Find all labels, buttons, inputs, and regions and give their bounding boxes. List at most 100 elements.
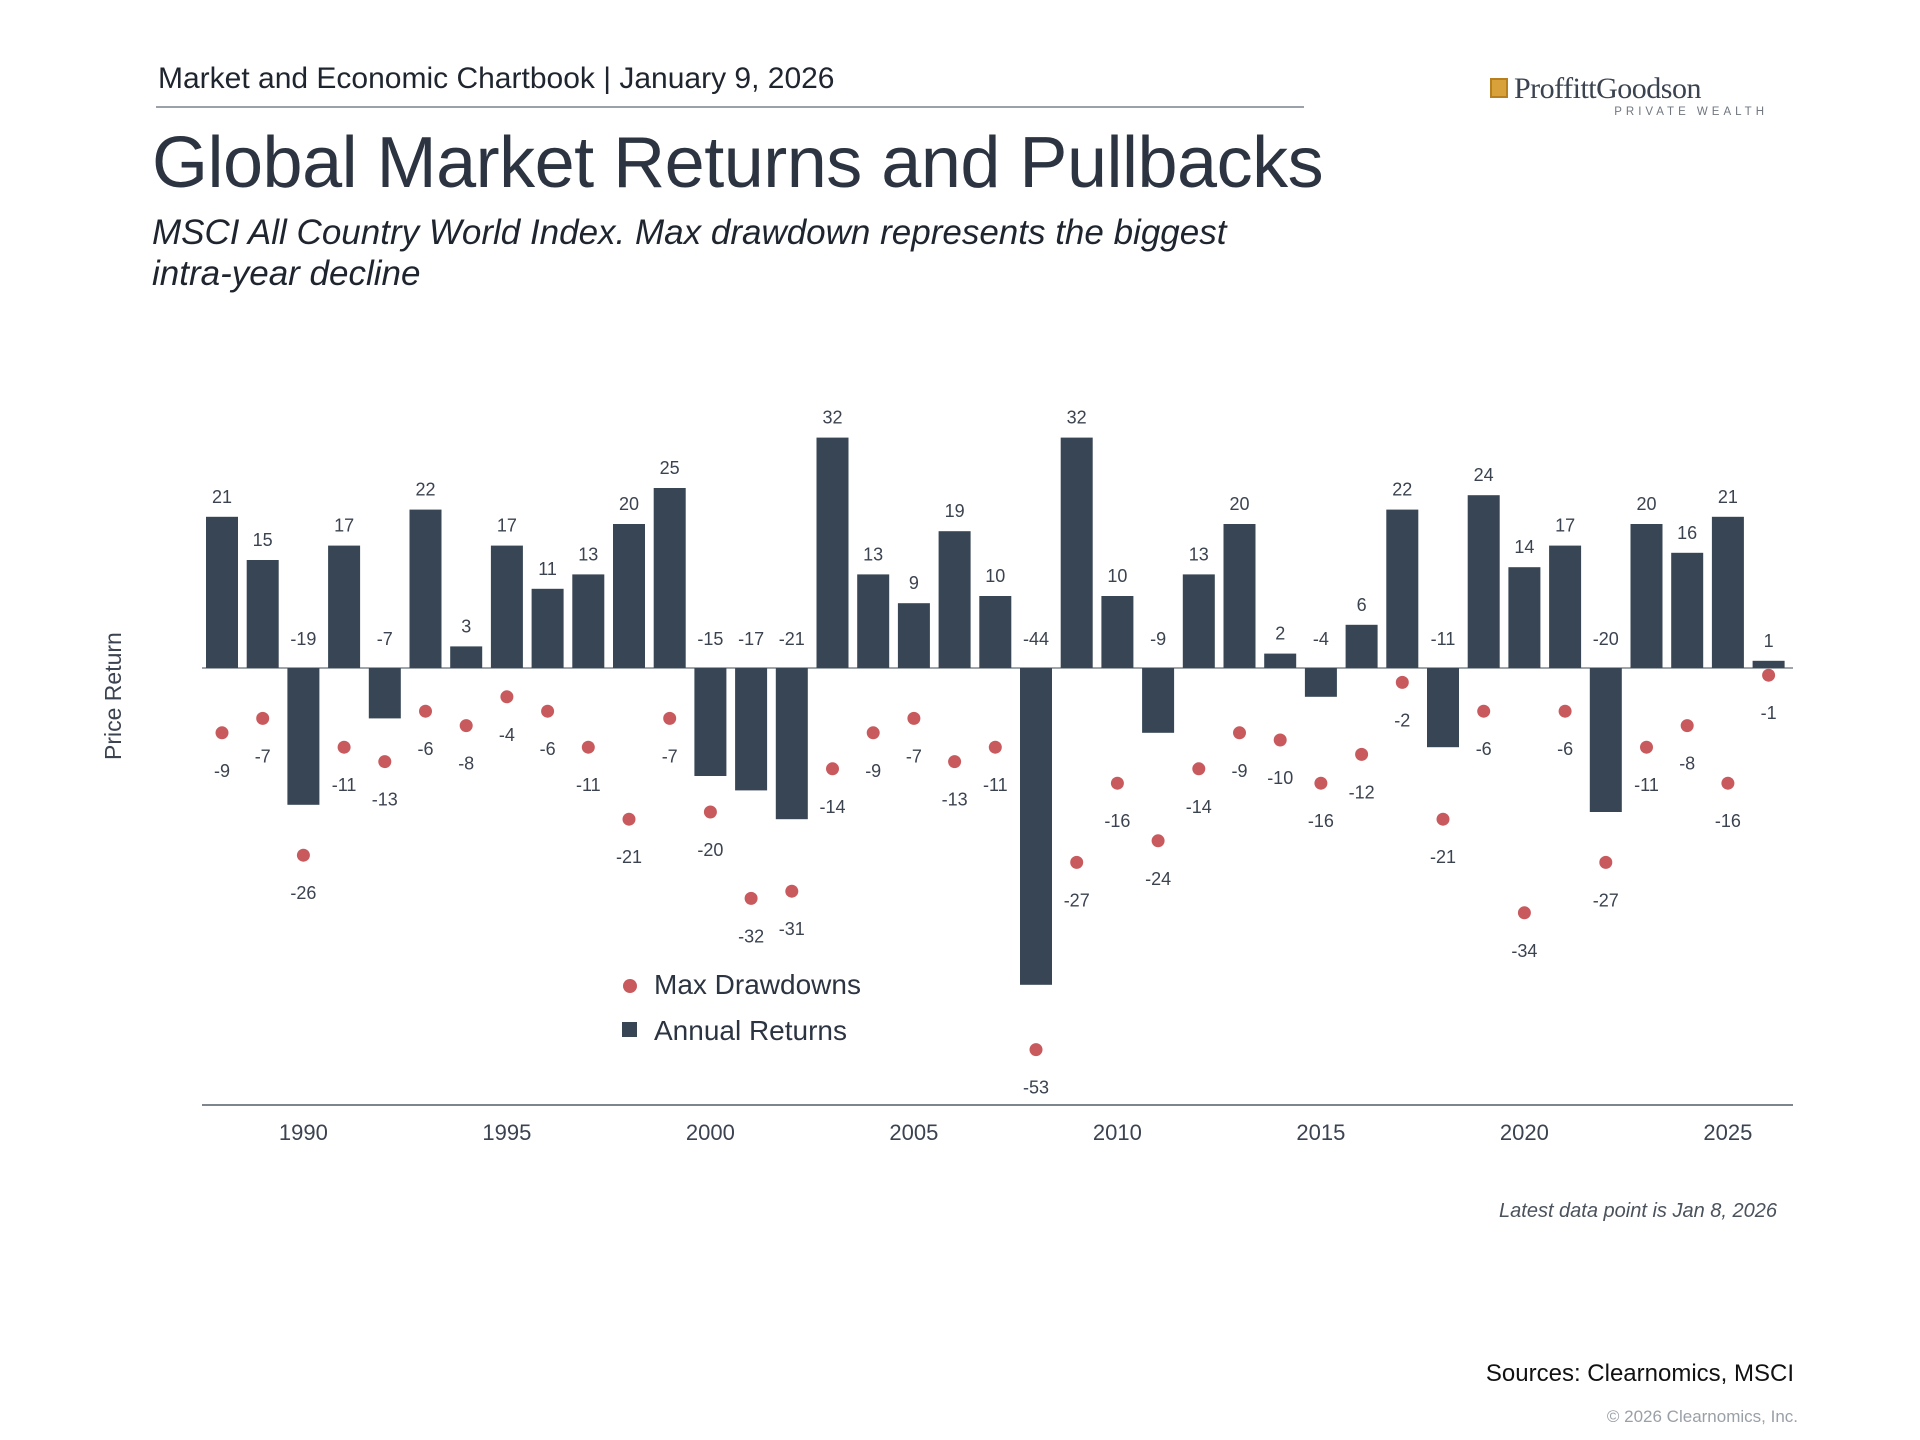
x-tick-2020: 2020: [1500, 1120, 1549, 1145]
return-bar-2010: [1101, 596, 1134, 668]
return-bar-1988: [206, 516, 238, 668]
return-bar-2002: [775, 668, 808, 820]
drawdown-dot-2004: [866, 726, 880, 740]
drawdown-dot-1998: [622, 812, 636, 826]
drawdown-dot-2025: [1721, 776, 1735, 790]
return-bar-2024: [1671, 552, 1704, 668]
return-label-2010: 10: [1107, 566, 1127, 586]
drawdown-label-2020: -34: [1511, 941, 1537, 961]
drawdown-dot-2019: [1477, 704, 1491, 718]
return-label-1988: 21: [212, 487, 232, 507]
drawdown-dot-1989: [256, 711, 270, 725]
company-logo: ProffittGoodson PRIVATE WEALTH: [1490, 72, 1770, 122]
drawdown-dot-2002: [785, 884, 799, 898]
drawdown-dot-2010: [1110, 776, 1124, 790]
drawdown-label-2003: -14: [819, 797, 845, 817]
return-label-2003: 32: [822, 408, 842, 428]
return-bar-1992: [368, 668, 401, 719]
drawdown-label-2018: -21: [1430, 847, 1456, 867]
return-label-2014: 2: [1275, 624, 1285, 644]
return-label-2005: 9: [909, 573, 919, 593]
drawdown-dot-1990: [296, 848, 310, 862]
return-bar-2001: [735, 668, 768, 791]
drawdown-label-1999: -7: [662, 746, 678, 766]
drawdown-label-2017: -2: [1394, 710, 1410, 730]
return-bar-2020: [1508, 567, 1541, 668]
return-label-2011: -9: [1150, 629, 1166, 649]
drawdown-label-1992: -13: [372, 790, 398, 810]
legend-drawdown-label: Max Drawdowns: [654, 969, 861, 1000]
drawdown-label-1991: -11: [332, 775, 357, 795]
chartbook-header: Market and Economic Chartbook | January …: [158, 62, 835, 95]
return-bar-2011: [1142, 668, 1175, 733]
x-tick-2010: 2010: [1093, 1120, 1142, 1145]
return-label-2017: 22: [1392, 480, 1412, 500]
x-tick-2005: 2005: [889, 1120, 938, 1145]
return-label-1999: 25: [660, 458, 680, 478]
x-tick-1995: 1995: [482, 1120, 531, 1145]
drawdown-label-2010: -16: [1104, 811, 1130, 831]
drawdown-dot-2003: [826, 762, 839, 776]
return-bar-2003: [816, 437, 849, 668]
drawdown-dot-2011: [1151, 834, 1165, 848]
return-label-2001: -17: [738, 629, 764, 649]
return-label-1991: 17: [334, 516, 354, 536]
drawdown-dot-2013: [1233, 726, 1246, 740]
drawdown-dot-2021: [1558, 704, 1572, 718]
drawdown-label-2014: -10: [1267, 768, 1293, 788]
drawdown-label-2025: -16: [1715, 811, 1741, 831]
drawdown-label-1989: -7: [255, 746, 271, 766]
drawdown-dot-2006: [948, 755, 962, 769]
return-bar-2012: [1182, 574, 1215, 668]
drawdown-label-1993: -6: [417, 739, 433, 759]
drawdown-dot-2012: [1192, 762, 1206, 776]
drawdown-dot-2014: [1273, 733, 1287, 747]
drawdown-dot-1997: [581, 740, 595, 754]
drawdown-dot-1999: [663, 711, 677, 725]
legend-returns-label: Annual Returns: [654, 1015, 847, 1046]
x-tick-1990: 1990: [279, 1120, 328, 1145]
return-bar-1990: [287, 668, 320, 805]
drawdown-label-2004: -9: [865, 761, 881, 781]
return-label-1989: 15: [253, 530, 273, 550]
copyright-text: © 2026 Clearnomics, Inc.: [1606, 1407, 1798, 1426]
return-label-2012: 13: [1189, 544, 1209, 564]
page-subtitle: MSCI All Country World Index. Max drawdo…: [152, 213, 1227, 293]
sources-text: Sources: Clearnomics, MSCI: [1485, 1360, 1794, 1387]
return-label-2025: 21: [1718, 487, 1738, 507]
return-label-2023: 20: [1636, 494, 1656, 514]
return-bar-2013: [1223, 524, 1256, 668]
return-bar-1999: [653, 488, 686, 668]
return-label-2013: 20: [1229, 494, 1249, 514]
return-bar-1998: [613, 524, 645, 668]
drawdown-dot-1995: [500, 690, 514, 704]
return-label-2021: 17: [1555, 516, 1575, 536]
drawdown-dot-1988: [215, 726, 229, 740]
drawdown-dot-1996: [541, 704, 555, 718]
return-bar-2009: [1060, 437, 1093, 668]
return-label-2008: -44: [1023, 629, 1049, 649]
return-label-2000: -15: [697, 629, 723, 649]
drawdown-label-2026: -1: [1761, 703, 1777, 723]
return-bar-1993: [409, 509, 442, 668]
drawdown-dot-2026: [1762, 668, 1776, 682]
return-label-2026: 1: [1764, 631, 1774, 651]
drawdown-dot-2024: [1680, 719, 1694, 733]
return-label-2007: 10: [985, 566, 1005, 586]
return-bar-2021: [1549, 545, 1582, 668]
return-label-1996: 11: [538, 559, 557, 579]
drawdown-dot-2008: [1029, 1043, 1043, 1057]
return-bar-2008: [1020, 668, 1052, 985]
return-bar-2023: [1630, 524, 1663, 668]
return-bar-2000: [694, 668, 727, 776]
return-label-2022: -20: [1593, 629, 1619, 649]
return-label-2020: 14: [1514, 537, 1534, 557]
drawdown-dot-2016: [1355, 747, 1369, 761]
drawdown-label-2002: -31: [779, 919, 805, 939]
drawdown-label-2000: -20: [697, 840, 723, 860]
drawdown-label-2015: -16: [1308, 811, 1334, 831]
drawdown-label-1990: -26: [290, 883, 316, 903]
return-bar-2025: [1711, 516, 1744, 668]
drawdown-label-2023: -11: [1634, 775, 1659, 795]
drawdown-dot-2001: [744, 891, 758, 905]
